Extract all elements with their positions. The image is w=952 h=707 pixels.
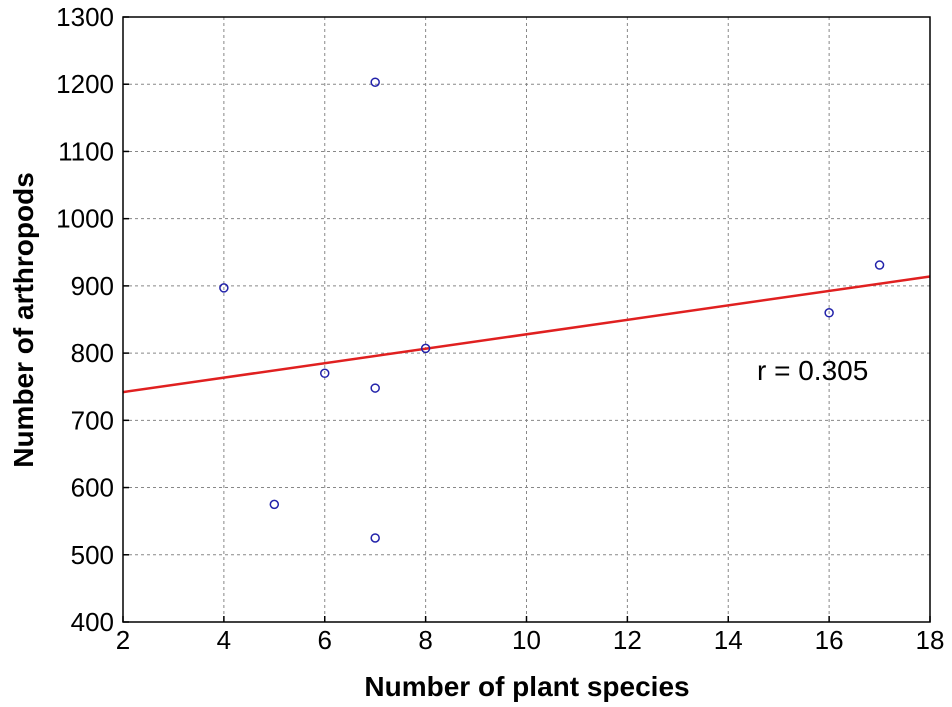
plot-frame	[122, 16, 931, 623]
y-tick-label: 1200	[56, 69, 114, 99]
data-point	[269, 499, 280, 510]
x-tick-label: 12	[613, 625, 642, 655]
x-tick-label: 14	[714, 625, 743, 655]
y-tick-label: 600	[71, 473, 114, 503]
x-tick-label: 2	[116, 625, 130, 655]
x-tick-label: 18	[916, 625, 945, 655]
data-point	[320, 368, 330, 379]
regression-line	[122, 275, 931, 394]
y-tick-label: 900	[71, 271, 114, 301]
data-point	[219, 283, 229, 293]
x-axis-label: Number of plant species	[364, 671, 689, 702]
y-tick-labels: 400 500 600 700 800 900 1000 1100 1200 1300	[56, 2, 114, 637]
x-tick-label: 6	[318, 625, 332, 655]
correlation-annotation: r = 0.305	[757, 355, 868, 386]
x-tick-label: 10	[512, 625, 541, 655]
y-axis-label: Number of arthropods	[8, 172, 39, 468]
x-tick-label: 8	[418, 625, 432, 655]
data-point	[824, 308, 834, 318]
data-point	[370, 533, 380, 543]
data-point	[874, 260, 885, 270]
x-tick-labels: 2 4 6 8 10 12 14 16 18	[116, 625, 945, 655]
y-tick-label: 700	[71, 405, 114, 435]
y-tick-label: 1300	[56, 2, 114, 32]
data-points	[219, 77, 885, 543]
y-tick-label: 400	[71, 607, 114, 637]
y-tick-label: 800	[71, 338, 114, 368]
data-point	[370, 383, 380, 393]
x-tick-label: 4	[217, 625, 231, 655]
y-tick-label: 1100	[58, 136, 114, 166]
y-tick-label: 500	[71, 540, 114, 570]
grid-lines	[123, 17, 930, 622]
y-tick-label: 1000	[56, 204, 114, 234]
x-tick-label: 16	[815, 625, 844, 655]
data-point	[420, 343, 431, 354]
data-point	[370, 77, 380, 87]
